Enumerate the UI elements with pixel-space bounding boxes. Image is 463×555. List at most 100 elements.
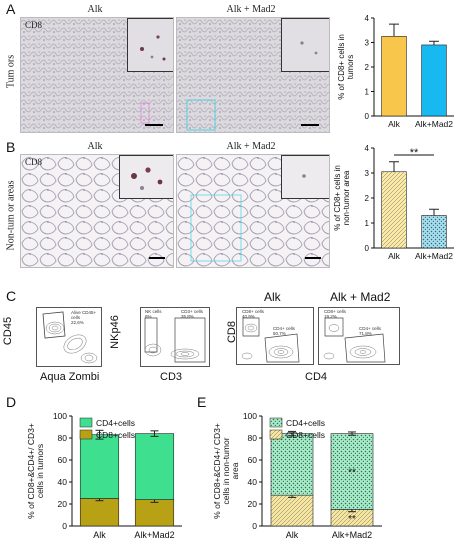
y-tick-label: 20: [58, 499, 68, 509]
micrograph-nontumor-alk: CD8: [20, 154, 174, 268]
x-tick-label: Alk+Mad2: [134, 530, 174, 540]
x-tick-label: Alk+Mad2: [332, 530, 372, 540]
bar: [381, 171, 407, 249]
chart-d-svg: 0 20 40 60 80 100 Alk Alk+Mad2 % of CD8+&CD4+/ C…: [26, 411, 182, 540]
row-label-tumors: Tum ors: [5, 54, 17, 89]
x-tick-label: Alk+Mad2: [415, 251, 453, 261]
flow-xlabel-cd3: CD3: [160, 371, 183, 383]
y-tick-label: 100: [243, 411, 257, 421]
flow-xlabel-cd4: CD4: [305, 371, 328, 383]
x-tick-label: Alk: [286, 530, 299, 540]
gate-value: 71,8%: [359, 331, 372, 336]
bar-segment: [79, 498, 120, 527]
y-tick-label: 0: [62, 521, 67, 531]
legend-swatch: [269, 417, 283, 428]
gate-value: 50,7%: [273, 331, 286, 336]
scale-bar: [301, 124, 319, 126]
y-axis-label: cells in tumors: [35, 444, 45, 498]
y-tick-label: 3: [365, 169, 370, 178]
column-title-alk-a: Alk: [87, 4, 103, 15]
inset-zoom: [281, 18, 329, 72]
y-tick-label: 0: [252, 521, 257, 531]
contour-plot: [144, 317, 206, 363]
significance-marker: **: [348, 468, 356, 479]
inset-zoom: [127, 18, 173, 72]
y-axis-label: % of CD8+&CD4+/ CD3+: [26, 423, 36, 519]
cd8-tag: CD8: [25, 20, 43, 30]
gate-label-nk: NK cells 6%: [145, 309, 162, 319]
gate-value: 35,8%: [181, 314, 194, 319]
legend-label: CD4+cells: [96, 418, 135, 428]
gate-name: CD4+ cells: [359, 326, 381, 331]
flow-plot-cd45: Alive CD45+ cells 22,6%: [36, 307, 102, 367]
gate-label-cd3: CD3+ cells 35,8%: [181, 309, 203, 319]
bar-segment: [270, 433, 314, 496]
panel-label-a: A: [6, 1, 16, 17]
bar: [381, 36, 407, 117]
gate-name: CD4+ cells: [273, 326, 295, 331]
cd8-tag: CD8: [25, 157, 43, 167]
bar-segment: [270, 494, 314, 527]
column-title-alk-b: Alk: [87, 141, 103, 152]
y-axis-label: area: [230, 462, 240, 479]
gate-name: NK cells: [145, 309, 162, 314]
y-axis-label: % of CD8+ cells in: [337, 34, 346, 100]
micrograph-tumor-alk: CD8: [20, 17, 174, 133]
legend-swatch: [269, 429, 283, 440]
scale-bar: [305, 257, 321, 259]
y-tick-label: 3: [365, 39, 370, 48]
gate-label: Alive CD45+ cells 22,6%: [71, 310, 101, 325]
significance-marker: **: [410, 147, 419, 159]
y-tick-label: 4: [365, 144, 370, 153]
x-tick-label: Alk: [93, 530, 106, 540]
gate-label-cd4: CD4+ cells 50,7%: [273, 326, 295, 336]
gate-label-cd4: CD4+ cells 71,8%: [359, 326, 381, 336]
gate-label-cd8: CD8+ cells 19,2%: [324, 309, 346, 319]
gate-name: Alive CD45+ cells: [71, 310, 97, 320]
gate-value: 22,6%: [71, 320, 84, 325]
chart-a: 0 1 2 3 4 Alk Alk+Mad2 % of CD8+ cells in tumors: [330, 10, 463, 140]
bar: [421, 44, 447, 117]
x-tick-label: Alk+Mad2: [415, 119, 453, 129]
flow-plot-alk: CD8+ cells 40,9% CD4+ cells 50,7%: [236, 307, 314, 365]
gate-value: 19,2%: [324, 314, 337, 319]
legend-label: CD8+cells: [96, 430, 135, 440]
x-tick-label: Alk: [388, 119, 401, 129]
chart-b-svg: 0 1 2 3 4 Alk Alk+Mad2 % of CD8+ cells in non-tu…: [333, 144, 454, 261]
panel-label-d: D: [6, 394, 17, 410]
chart-b: 0 1 2 3 4 Alk Alk+Mad2 % of CD8+ cells in non-tu…: [330, 142, 463, 272]
y-tick-label: 4: [365, 14, 370, 23]
bar-segment: [79, 434, 120, 499]
scale-bar: [149, 257, 165, 259]
scale-bar: [145, 124, 163, 126]
y-axis-label: non-tumor area: [342, 170, 351, 225]
panel-label-b: B: [6, 139, 16, 155]
gate-value: 40,9%: [242, 314, 255, 319]
flow-ylabel-nkp46: NKp46: [108, 315, 121, 349]
micrograph-nontumor-alk-mad2: [176, 154, 330, 268]
contour-plot: [323, 317, 386, 363]
chart-d: 0 20 40 60 80 100 Alk Alk+Mad2 % of CD8+&CD4+/ C…: [10, 398, 196, 550]
y-axis-label: % of CD8+ cells in: [333, 165, 342, 231]
y-axis-label: % of CD8+&CD4+/ CD3+: [212, 423, 222, 519]
y-tick-label: 60: [248, 455, 258, 465]
flow-title-alk: Alk: [264, 290, 281, 304]
flow-xlabel-aqua: Aqua Zombi: [40, 371, 100, 383]
y-tick-label: 0: [365, 244, 370, 253]
chart-a-svg: 0 1 2 3 4 Alk Alk+Mad2 % of CD8+ cells in tumors: [337, 14, 454, 129]
column-title-alk-mad2-b: Alk + Mad2: [226, 141, 276, 152]
gate-name: CD8+ cells: [324, 309, 346, 314]
y-tick-label: 80: [248, 433, 258, 443]
y-tick-label: 2: [365, 194, 370, 203]
gate-value: 6%: [145, 314, 152, 319]
inset-zoom: [281, 155, 329, 199]
y-tick-label: 1: [365, 88, 370, 97]
flow-plot-nkp46: NK cells 6% CD3+ cells 35,8%: [140, 307, 210, 367]
legend-label: CD4+cells: [286, 418, 325, 428]
bar-segment: [134, 433, 175, 500]
y-tick-label: 40: [58, 477, 68, 487]
y-tick-label: 20: [248, 499, 258, 509]
chart-e-svg: 0 20 40 60 80 100 Alk ** ** Alk+Mad2 % of CD8+&CD4…: [212, 411, 382, 540]
y-tick-label: 2: [365, 63, 370, 72]
y-tick-label: 60: [58, 455, 68, 465]
